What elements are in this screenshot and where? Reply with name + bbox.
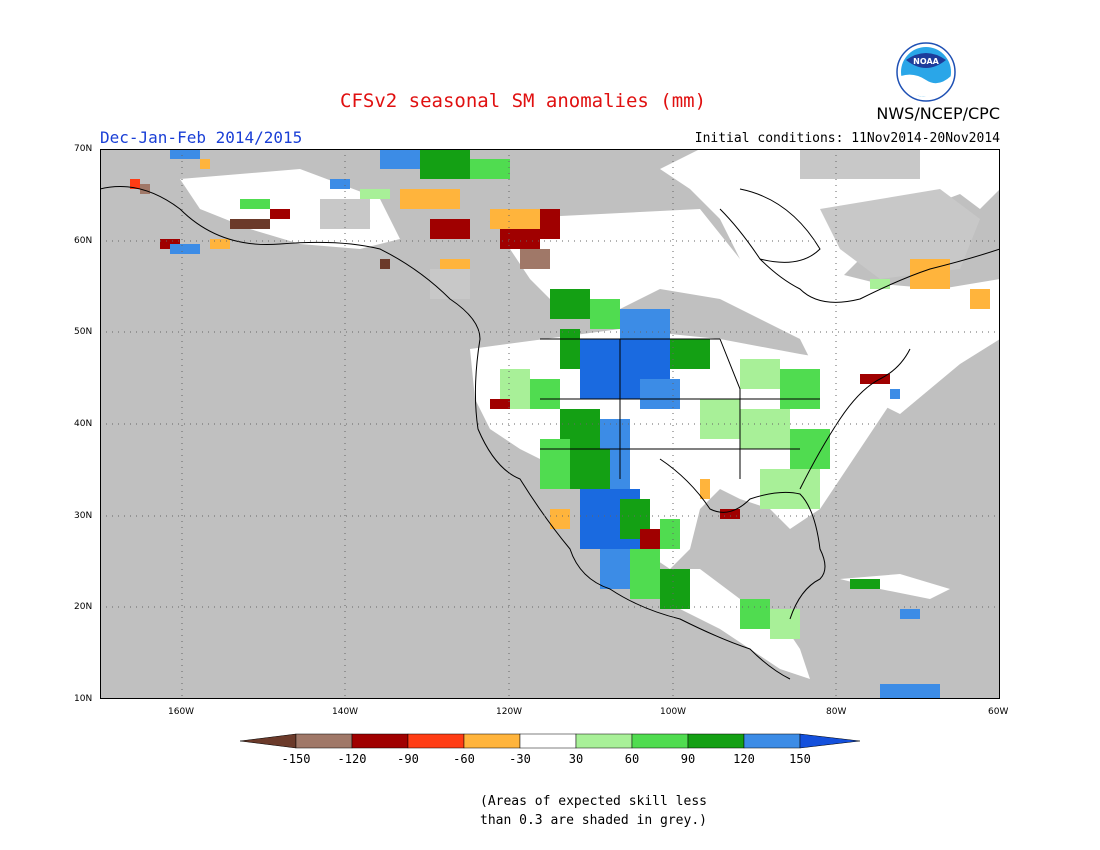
colorbar-bin-8 xyxy=(687,733,745,749)
map-frame xyxy=(100,149,1000,699)
season-label: Dec-Jan-Feb 2014/2015 xyxy=(100,128,303,147)
lon-label-100w: 100W xyxy=(660,707,687,717)
initial-conditions-label: Initial conditions: 11Nov2014-20Nov2014 xyxy=(694,131,1000,146)
legend-label-neg30: -30 xyxy=(509,752,531,766)
lon-label-140w: 140W xyxy=(332,707,359,717)
legend-label-neg150: -150 xyxy=(282,752,311,766)
colorbar-bin-2 xyxy=(351,733,409,749)
legend-label-90: 90 xyxy=(681,752,695,766)
lat-label-40n: 40N xyxy=(74,419,93,429)
skill-note-line2: than 0.3 are shaded in grey.) xyxy=(480,813,707,828)
legend-label-120: 120 xyxy=(733,752,755,766)
legend-label-150: 150 xyxy=(789,752,811,766)
chart-title: CFSv2 seasonal SM anomalies (mm) xyxy=(340,90,707,112)
lat-label-50n: 50N xyxy=(74,327,93,337)
lon-label-60w: 60W xyxy=(988,707,1009,717)
lon-label-120w: 120W xyxy=(496,707,523,717)
legend-label-30: 30 xyxy=(569,752,583,766)
lon-label-160w: 160W xyxy=(168,707,195,717)
land-low-skill xyxy=(320,149,980,299)
colorbar-bin-6 xyxy=(575,733,633,749)
colorbar-arrow-right xyxy=(799,733,860,749)
anomaly-cells xyxy=(130,149,990,699)
legend-label-neg120: -120 xyxy=(338,752,367,766)
lat-label-10n: 10N xyxy=(74,694,93,704)
lat-label-70n: 70N xyxy=(74,144,93,154)
anomaly-map xyxy=(100,149,1000,699)
colorbar-arrow-left xyxy=(240,733,297,749)
colorbar-bin-9 xyxy=(743,733,801,749)
lat-label-60n: 60N xyxy=(74,236,93,246)
lat-label-30n: 30N xyxy=(74,511,93,521)
graticule xyxy=(100,149,1000,699)
colorbar-legend: -150 -120 -90 -60 -30 30 60 90 120 150 xyxy=(240,733,860,766)
noaa-logo: NOAA xyxy=(896,42,956,102)
colorbar-bin-5 xyxy=(519,733,577,749)
skill-note-line1: (Areas of expected skill less xyxy=(480,794,707,809)
colorbar-bin-3 xyxy=(407,733,465,749)
noaa-logo-text: NOAA xyxy=(913,57,939,66)
colorbar-bin-1 xyxy=(295,733,353,749)
colorbar-bin-4 xyxy=(463,733,521,749)
colorbar-bin-7 xyxy=(631,733,689,749)
skill-note: (Areas of expected skill less than 0.3 a… xyxy=(480,792,707,830)
legend-label-neg90: -90 xyxy=(397,752,419,766)
agency-label: NWS/NCEP/CPC xyxy=(876,104,1000,123)
legend-label-60: 60 xyxy=(625,752,639,766)
lat-label-20n: 20N xyxy=(74,602,93,612)
legend-label-neg60: -60 xyxy=(453,752,475,766)
lon-label-80w: 80W xyxy=(826,707,847,717)
